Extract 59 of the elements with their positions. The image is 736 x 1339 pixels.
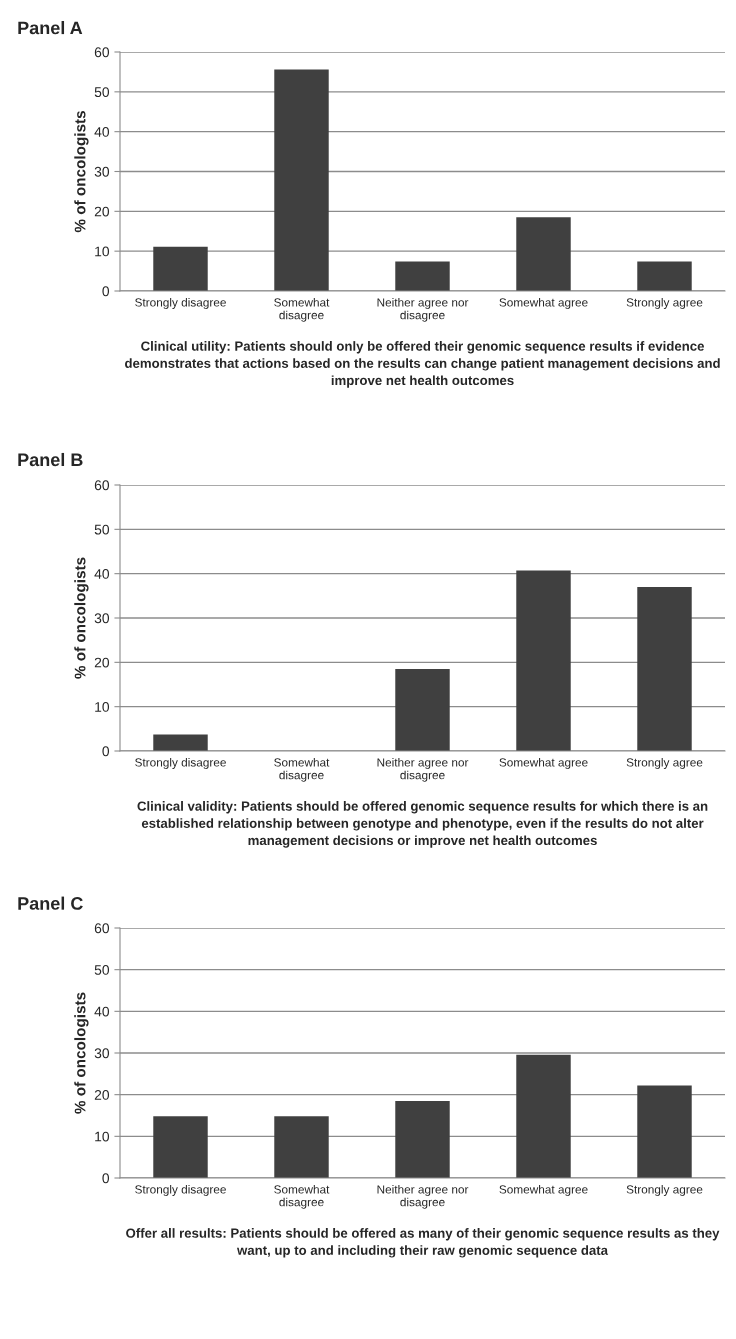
y-tick-label: 10 (95, 246, 110, 257)
bar (516, 217, 571, 291)
y-tick-label: 0 (102, 746, 110, 757)
y-tick-label: 0 (102, 1173, 110, 1184)
y-tick-label: 30 (94, 166, 110, 177)
x-tick-label: Neither agree nor disagree (377, 297, 469, 322)
y-tick-label: 60 (94, 480, 110, 491)
y-tick-label: 40 (94, 1006, 110, 1017)
y-tick-label: 40 (94, 569, 110, 579)
bar (516, 570, 571, 751)
x-axis-title: Offer all results: Patients should be offered as many of their genomic sequence results as they want, up to and including their raw genomic sequence data (126, 1228, 720, 1258)
x-tick-label: Strongly agree (626, 1184, 703, 1196)
y-tick-label: 20 (94, 1090, 110, 1100)
bar (637, 261, 692, 291)
bar (153, 734, 208, 751)
y-tick-label: 60 (94, 923, 110, 934)
x-tick-label: Strongly disagree (135, 1184, 226, 1196)
bar (395, 668, 450, 751)
bar (637, 586, 692, 751)
y-tick-label: 10 (95, 1131, 110, 1142)
y-axis-title: % of oncologists (74, 557, 89, 679)
bar (274, 1116, 329, 1178)
y-axis-title: % of oncologists (74, 111, 89, 233)
chart-title: Panel C (18, 896, 83, 910)
bar (153, 1116, 208, 1178)
y-tick-label: 40 (94, 127, 110, 137)
y-tick-label: 50 (94, 524, 110, 535)
bar (153, 246, 208, 291)
bar (395, 261, 450, 291)
bar (395, 1100, 450, 1178)
x-tick-label: Strongly disagree (135, 757, 226, 769)
y-tick-label: 10 (95, 702, 110, 712)
x-tick-label: Neither agree nor disagree (377, 1184, 469, 1209)
y-tick-label: 50 (94, 965, 110, 975)
y-tick-label: 30 (94, 613, 110, 624)
x-tick-label: Strongly disagree (135, 297, 226, 309)
y-axis-title: % of oncologists (74, 992, 89, 1114)
chart-title: Panel A (18, 21, 83, 35)
x-axis-title: Clinical utility: Patients should only be offered their genomic sequence results if evidence demonstrates that actions based on the results can change patient management decisions and improve net health outcomes (125, 341, 720, 388)
x-tick-label: Somewhat disagree (274, 757, 330, 782)
y-tick-label: 60 (94, 47, 110, 58)
y-tick-label: 50 (94, 87, 110, 97)
x-tick-label: Strongly agree (626, 757, 703, 769)
x-tick-label: Somewhat disagree (274, 297, 330, 322)
x-tick-label: Somewhat disagree (274, 1184, 330, 1209)
x-tick-label: Somewhat agree (499, 757, 588, 769)
x-tick-label: Somewhat agree (499, 297, 588, 309)
y-tick-label: 20 (94, 206, 110, 217)
y-tick-label: 20 (94, 657, 110, 668)
y-tick-label: 30 (94, 1048, 110, 1059)
x-tick-label: Somewhat agree (499, 1184, 588, 1196)
x-tick-label: Strongly agree (626, 297, 703, 309)
bar (637, 1085, 692, 1178)
x-axis-title: Clinical validity: Patients should be offered genomic sequence results for which there is an established relationship between genotype and phenotype, even if the results do not alter management decisions or improve net health outcomes (137, 801, 708, 848)
x-tick-label: Neither agree nor disagree (377, 757, 469, 782)
y-tick-label: 0 (102, 286, 110, 297)
bar (274, 69, 329, 291)
chart-title: Panel B (18, 452, 83, 467)
bar (516, 1054, 571, 1178)
